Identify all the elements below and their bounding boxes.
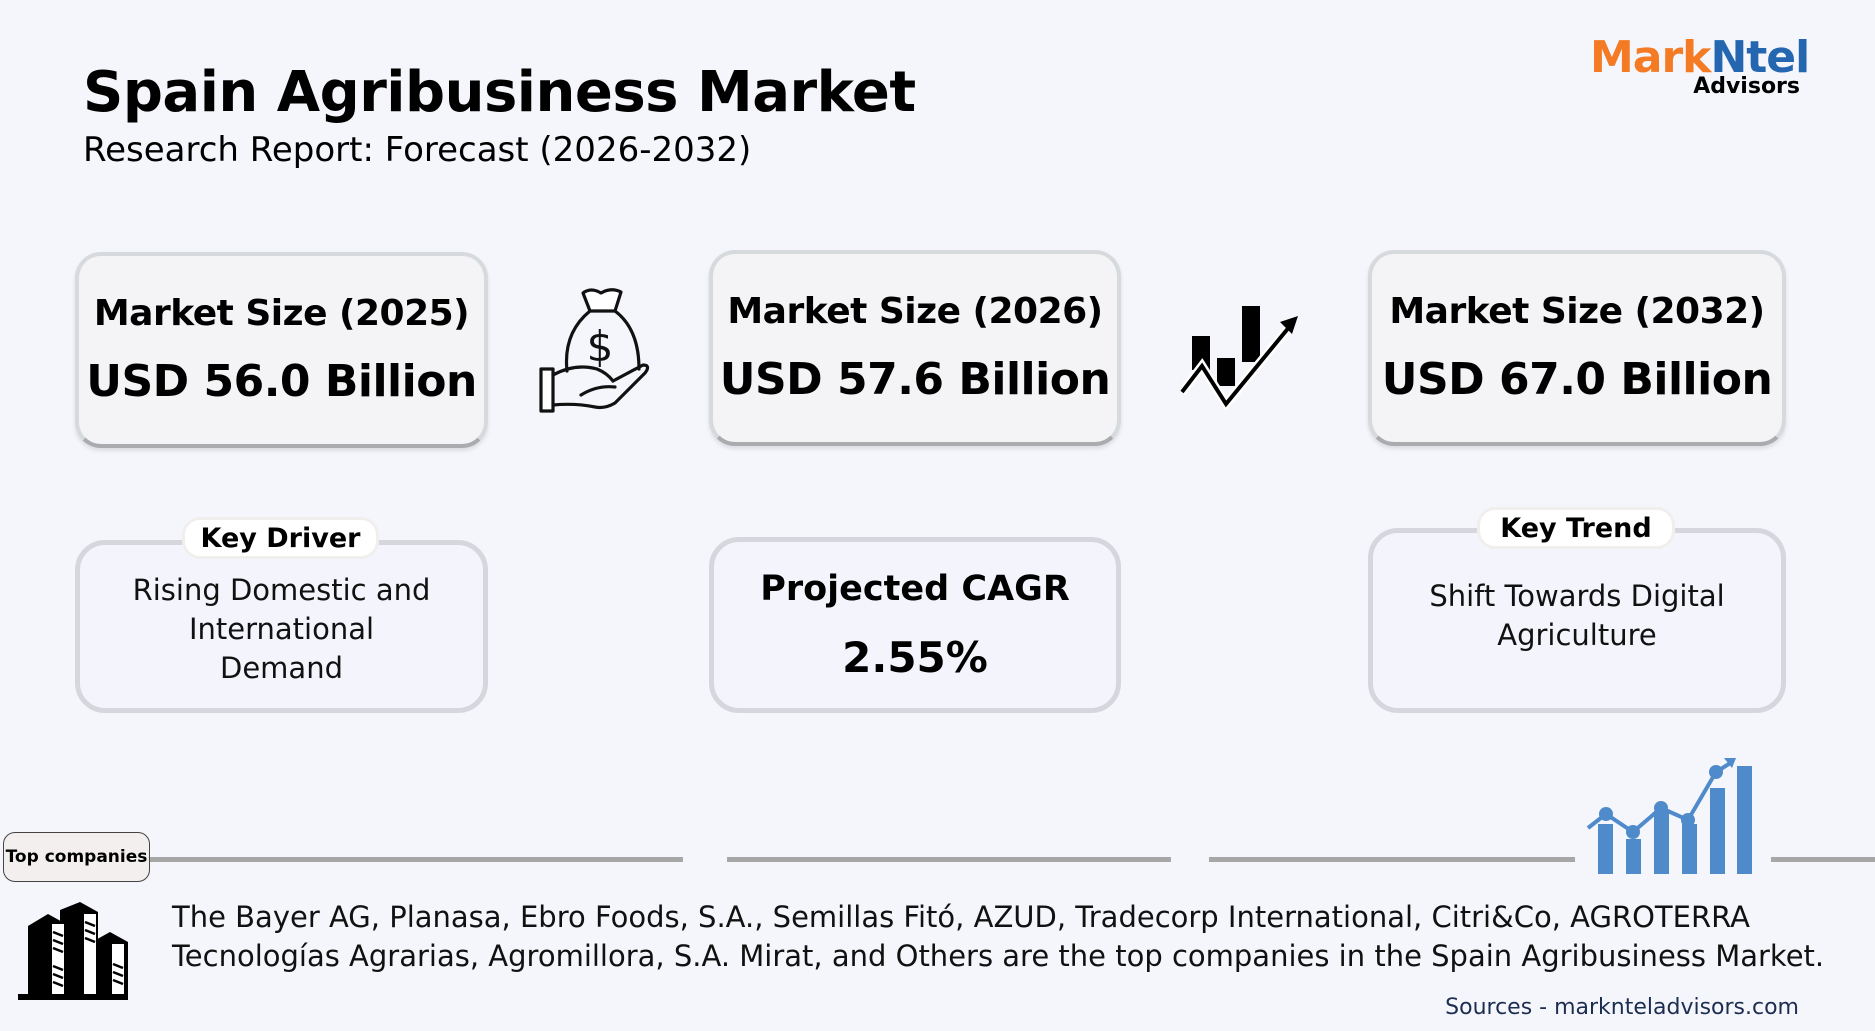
key-driver-line: Rising Domestic and bbox=[132, 573, 431, 607]
logo-tagline: Advisors bbox=[1693, 74, 1800, 99]
market-size-2026-card: Market Size (2026) USD 57.6 Billion bbox=[709, 250, 1121, 446]
growth-chart-arrow-icon bbox=[1180, 306, 1298, 410]
metric-value: USD 57.6 Billion bbox=[719, 354, 1111, 405]
source-link[interactable]: Sources - marknteladvisors.com bbox=[1445, 995, 1799, 1020]
key-trend-label: Key Trend bbox=[1477, 507, 1675, 549]
cagr-value: 2.55% bbox=[842, 632, 988, 682]
svg-text:$: $ bbox=[587, 322, 614, 371]
key-driver-box: Rising Domestic and International Demand bbox=[75, 540, 488, 713]
divider-line bbox=[727, 857, 1171, 862]
page-title: Spain Agribusiness Market bbox=[83, 60, 916, 125]
logo-ntel-text: Ntel bbox=[1710, 32, 1810, 83]
key-trend-line: Shift Towards Digital bbox=[1429, 578, 1725, 613]
divider-line bbox=[1771, 857, 1875, 862]
office-buildings-icon bbox=[18, 902, 128, 1000]
page-subtitle: Research Report: Forecast (2026-2032) bbox=[83, 130, 752, 170]
metric-label: Market Size (2032) bbox=[1389, 291, 1765, 332]
market-size-2025-card: Market Size (2025) USD 56.0 Billion bbox=[75, 252, 488, 448]
top-companies-label: Top companies bbox=[3, 832, 150, 882]
key-trend-box: Shift Towards Digital Agriculture bbox=[1368, 528, 1786, 713]
blue-bar-line-chart-icon bbox=[1586, 758, 1752, 874]
top-companies-text: The Bayer AG, Planasa, Ebro Foods, S.A.,… bbox=[172, 898, 1832, 976]
market-size-2032-card: Market Size (2032) USD 67.0 Billion bbox=[1368, 250, 1786, 446]
marknetel-logo: MarkNtel Advisors bbox=[1590, 36, 1810, 100]
cagr-label: Projected CAGR bbox=[760, 568, 1070, 609]
companies-line-2: Tecnologías Agrarias, Agromillora, S.A. … bbox=[172, 939, 1825, 973]
projected-cagr-box: Projected CAGR 2.55% bbox=[709, 537, 1121, 713]
metric-value: USD 67.0 Billion bbox=[1381, 354, 1773, 405]
money-bag-hand-icon: $ bbox=[539, 288, 650, 413]
companies-line-1: The Bayer AG, Planasa, Ebro Foods, S.A.,… bbox=[172, 900, 1750, 934]
key-driver-line: International bbox=[188, 612, 375, 646]
key-trend-line: Agriculture bbox=[1497, 617, 1657, 652]
key-driver-label: Key Driver bbox=[182, 517, 379, 559]
metric-label: Market Size (2026) bbox=[727, 291, 1103, 332]
divider-line bbox=[1209, 857, 1575, 862]
metric-label: Market Size (2025) bbox=[93, 293, 470, 334]
divider-line bbox=[150, 857, 683, 862]
metric-value: USD 56.0 Billion bbox=[86, 356, 477, 407]
logo-mark-text: Mark bbox=[1590, 32, 1711, 83]
key-driver-line: Demand bbox=[220, 651, 343, 685]
